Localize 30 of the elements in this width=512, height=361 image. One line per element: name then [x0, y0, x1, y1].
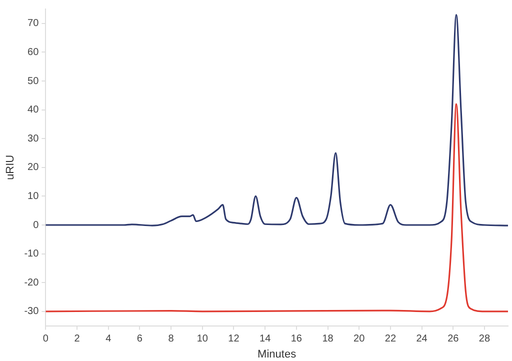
y-tick-label: 20 [28, 162, 40, 174]
x-tick-label: 12 [228, 334, 240, 345]
x-tick-label: 16 [290, 334, 302, 345]
x-tick-label: 14 [260, 334, 272, 345]
y-tick-label: 10 [28, 190, 40, 202]
x-tick-label: 18 [322, 334, 334, 345]
x-tick-label: 0 [42, 334, 49, 345]
x-tick-label: 6 [136, 334, 143, 345]
y-tick-label: -30 [24, 306, 40, 318]
y-tick-label: 40 [28, 104, 40, 116]
x-tick-label: 20 [354, 334, 366, 345]
line-series [46, 103, 508, 312]
x-axis-title: Minutes [258, 348, 297, 360]
y-axis-title: uRIU [4, 154, 17, 180]
y-tick-label: 60 [28, 46, 40, 58]
line-series [46, 14, 508, 226]
y-tick-label: -10 [24, 248, 40, 260]
y-tick-label: 50 [28, 76, 40, 87]
x-tick-label: 26 [448, 334, 460, 345]
y-tick-label: -20 [24, 277, 40, 288]
y-tick-label: 30 [28, 133, 40, 144]
x-tick-label: 2 [74, 334, 80, 345]
y-tick-label: 70 [28, 18, 40, 30]
x-tick-label: 8 [168, 334, 174, 345]
x-tick-label: 28 [478, 334, 490, 345]
x-tick-label: 24 [416, 334, 428, 345]
x-tick-label: 10 [196, 334, 208, 345]
x-tick-label: 4 [106, 334, 112, 345]
y-tick-label: 0 [33, 220, 40, 231]
x-tick-label: 22 [384, 334, 396, 345]
